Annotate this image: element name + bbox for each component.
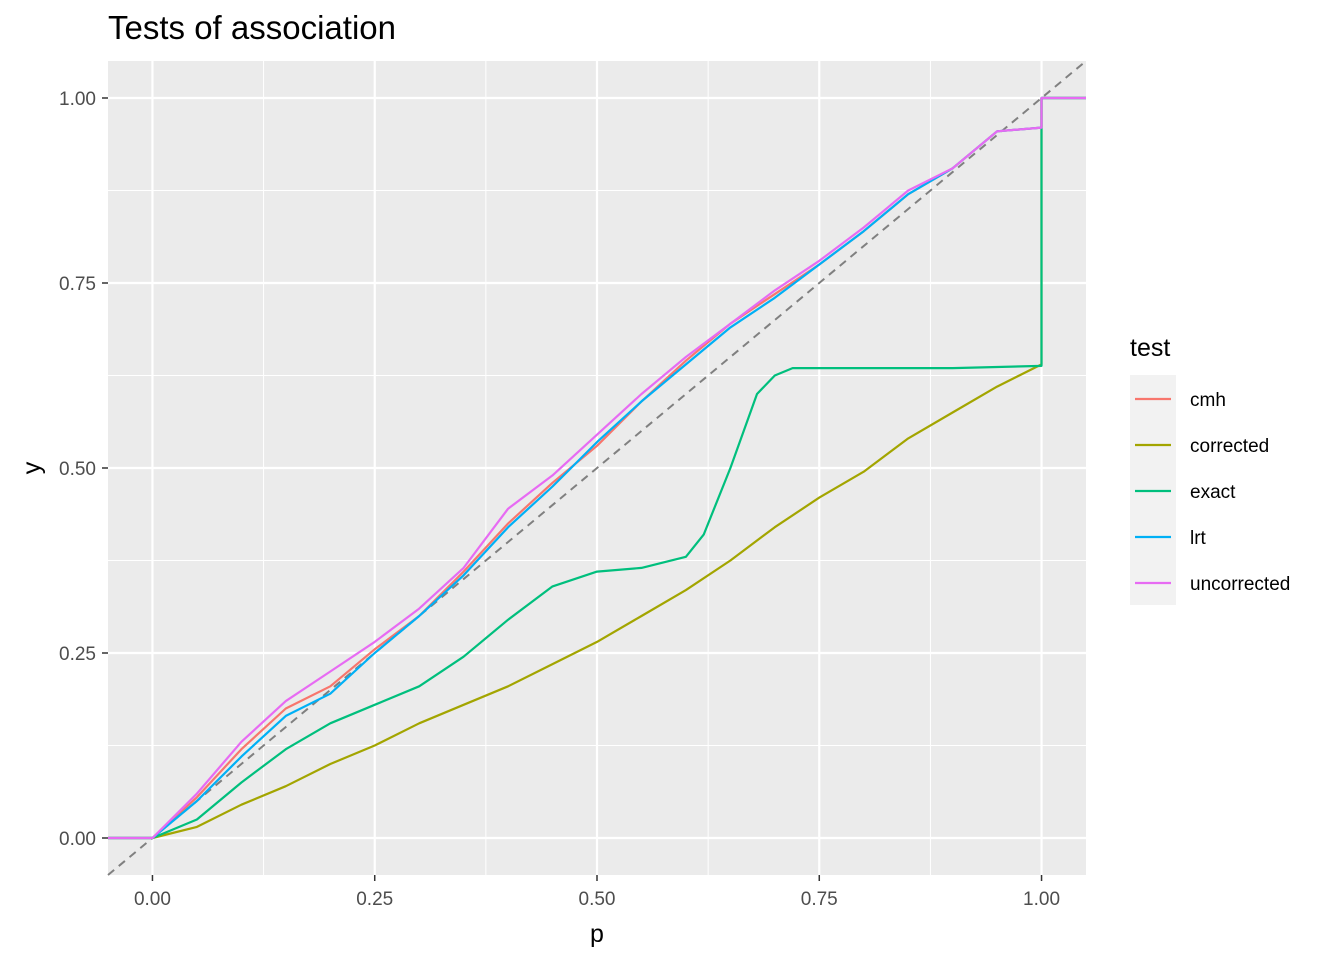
series-line-uncorrected — [108, 96, 1086, 840]
x-tick-label: 0.50 — [579, 889, 616, 910]
y-tick-label: 0.50 — [59, 459, 96, 480]
series-lines — [108, 96, 1086, 840]
legend-label-uncorrected: uncorrected — [1190, 574, 1290, 595]
legend-label-cmh: cmh — [1190, 390, 1226, 411]
series-line-corrected — [108, 96, 1086, 840]
x-tick-label: 0.25 — [356, 889, 393, 910]
y-tick-label: 1.00 — [59, 89, 96, 110]
chart-title: Tests of association — [108, 9, 396, 46]
x-axis-ticks: 0.00 0.25 0.50 0.75 1.00 — [134, 875, 1060, 910]
legend: test cmh corrected exact lrt uncorrected — [1130, 334, 1290, 605]
y-tick-label: 0.25 — [59, 644, 96, 665]
reference-line — [107, 60, 1087, 876]
legend-label-corrected: corrected — [1190, 436, 1269, 457]
x-axis-title: p — [590, 920, 604, 948]
x-tick-label: 0.75 — [801, 889, 838, 910]
reference-diagonal — [107, 60, 1087, 876]
y-tick-label: 0.00 — [59, 829, 96, 850]
legend-label-exact: exact — [1190, 482, 1236, 503]
legend-label-lrt: lrt — [1190, 528, 1207, 549]
y-axis-ticks: 0.00 0.25 0.50 0.75 1.00 — [59, 89, 108, 850]
x-tick-label: 1.00 — [1023, 889, 1060, 910]
x-tick-label: 0.00 — [134, 889, 171, 910]
y-tick-label: 0.75 — [59, 274, 96, 295]
legend-title: test — [1130, 334, 1170, 362]
series-line-exact — [108, 96, 1086, 840]
y-axis-title: y — [18, 461, 46, 474]
